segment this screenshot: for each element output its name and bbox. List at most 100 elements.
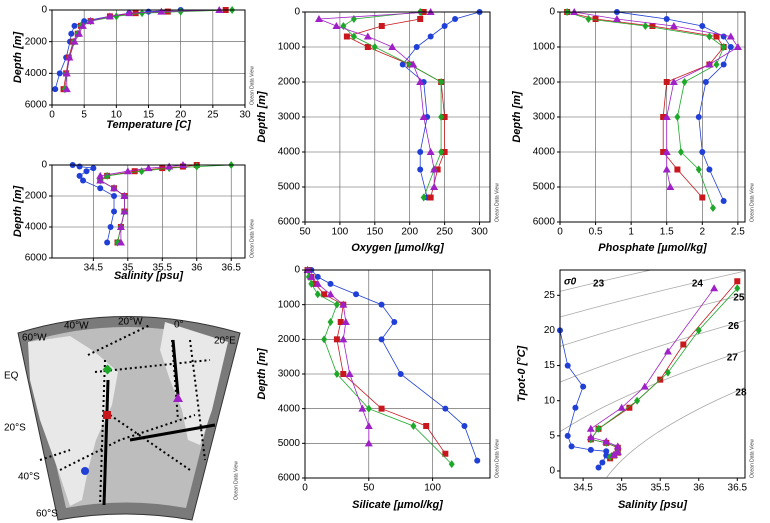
contour-label: 24 [692,279,704,290]
data-point [327,280,334,287]
data-point [442,405,449,412]
data-point [461,423,468,429]
density-contour [560,350,745,433]
x-tick-label: 250 [436,227,453,238]
data-point [125,9,134,17]
y-tick-label: 5 [549,430,555,441]
y-tick-label: 5000 [533,182,556,193]
y-tick-label: 0 [549,7,555,18]
plot-frame [51,9,246,106]
y-tick-label: 4000 [278,403,301,414]
plot-frame [559,11,746,223]
data-point [111,208,118,215]
data-point [669,78,678,85]
data-point [634,396,641,405]
data-point [706,166,713,173]
y-tick-label: 2000 [25,36,48,47]
x-axis-label: Silicate [µmol/kg] [352,499,443,511]
data-point [307,272,316,280]
data-point [699,23,706,29]
data-point [75,29,84,37]
data-point [710,284,719,292]
data-point [662,148,671,155]
data-point [337,319,344,325]
data-point [427,194,434,201]
x-tick-label: 10 [111,110,123,121]
data-point [438,148,445,156]
data-point [353,291,360,298]
contour-title: σ0 [564,277,577,288]
data-point [83,168,90,175]
contours [560,270,745,478]
data-point [111,193,118,199]
data-point [110,184,119,192]
map-section [102,379,110,506]
data-point [65,53,74,61]
y-tick-label: 5000 [278,182,301,193]
data-point [734,278,741,285]
map-land [28,336,118,506]
data-point [720,61,727,68]
data-point [426,148,435,155]
x-tick-label: 50 [363,483,375,494]
y-tick-label: 0 [294,7,300,18]
data-point [333,370,340,378]
contour-label: 23 [593,279,605,290]
data-point [409,60,418,68]
data-point [364,44,371,50]
data-point [413,44,420,50]
x-tick-label: 0 [557,227,563,238]
watermark: Ocean Data View [494,183,500,222]
y-tick-label: 2000 [533,77,556,88]
x-tick-label: 35.5 [650,483,670,494]
data-point [144,164,153,172]
data-point [720,43,727,51]
density-contour [560,294,745,347]
data-point [681,78,688,86]
data-point [677,148,684,156]
y-tick-label: 3000 [533,112,556,123]
data-point [564,432,571,439]
data-point [321,335,328,344]
data-point [663,79,670,85]
data-point [706,32,713,41]
data-point [145,8,152,15]
plot-frame [51,164,246,259]
data-point [420,193,427,202]
x-tick-label: 35 [122,263,134,274]
data-point [62,85,71,93]
data-point [417,149,424,155]
data-point [363,32,372,40]
data-point [378,301,385,308]
data-point [609,450,618,458]
data-point [343,33,350,40]
data-point [116,223,125,230]
data-point [705,60,714,68]
data-point [713,60,720,69]
data-point [452,16,459,22]
map-label: 40°S [18,472,40,483]
y-tick-label: 6000 [25,253,48,264]
data-point [664,368,671,377]
station-marker [173,393,183,402]
x-axis-label: Phosphate [µmol/kg] [598,242,707,254]
y-tick-label: 6000 [25,100,48,111]
x-tick-label: 36.5 [221,263,241,274]
data-point [62,69,71,77]
y-tick-label: 15 [544,360,556,371]
data-point [333,336,340,343]
data-point [709,204,716,212]
data-point [438,113,445,121]
data-point [131,168,138,175]
data-point [120,192,129,199]
x-tick-label: 5 [81,110,87,121]
x-tick-label: 30 [239,110,251,121]
density-contour [560,270,745,318]
x-tick-label: 100 [424,483,441,494]
data-point [123,167,132,175]
data-point [603,448,610,455]
data-point [364,439,373,447]
contour-label: 26 [728,321,740,332]
data-point [430,183,439,190]
